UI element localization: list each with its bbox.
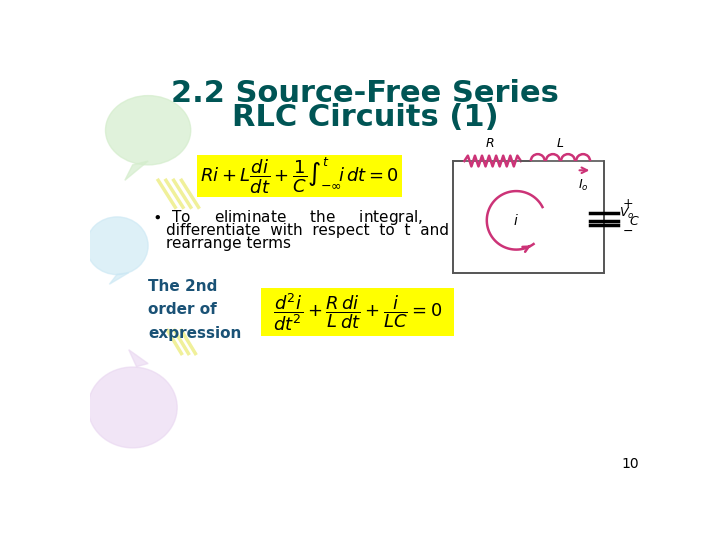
Text: RLC Circuits (1): RLC Circuits (1) (232, 103, 498, 132)
Text: $i$: $i$ (513, 213, 519, 228)
Text: $V_o$: $V_o$ (619, 206, 635, 221)
Text: $I_o$: $I_o$ (577, 178, 588, 193)
Text: $L$: $L$ (556, 137, 564, 150)
Text: 2.2 Source-Free Series: 2.2 Source-Free Series (171, 79, 559, 108)
Text: 10: 10 (621, 457, 639, 471)
Text: The 2nd
order of
expression: The 2nd order of expression (148, 279, 241, 341)
Text: −: − (622, 225, 633, 238)
Ellipse shape (88, 367, 177, 448)
Text: +: + (622, 197, 633, 210)
Polygon shape (125, 161, 148, 180)
Polygon shape (129, 350, 148, 367)
FancyBboxPatch shape (261, 288, 454, 336)
Text: rearrange terms: rearrange terms (166, 236, 291, 251)
Ellipse shape (86, 217, 148, 275)
Text: $\dfrac{d^2i}{dt^2} + \dfrac{R}{L}\dfrac{di}{dt} + \dfrac{i}{LC} = 0$: $\dfrac{d^2i}{dt^2} + \dfrac{R}{L}\dfrac… (273, 291, 442, 333)
Text: differentiate  with  respect  to  t  and: differentiate with respect to t and (166, 223, 449, 238)
FancyBboxPatch shape (197, 155, 402, 197)
Text: $R$: $R$ (485, 137, 495, 150)
Polygon shape (109, 273, 129, 284)
Ellipse shape (106, 96, 191, 165)
Text: $Ri + L\dfrac{di}{dt} + \dfrac{1}{C}\int_{-\infty}^{t}\!i\,dt = 0$: $Ri + L\dfrac{di}{dt} + \dfrac{1}{C}\int… (200, 156, 399, 196)
Text: $C$: $C$ (629, 214, 639, 228)
Text: $\bullet$  To     eliminate     the     integral,: $\bullet$ To eliminate the integral, (152, 208, 423, 227)
Bar (453, 161, 604, 273)
